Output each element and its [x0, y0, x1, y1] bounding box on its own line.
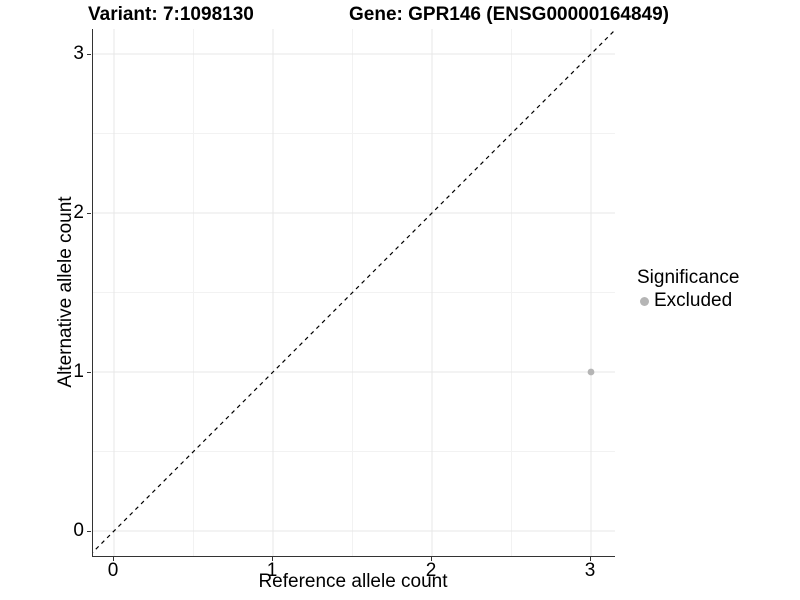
x-tick-label: 0 — [107, 560, 119, 581]
x-axis-title: Reference allele count — [258, 571, 448, 592]
legend-item: Excluded — [637, 290, 739, 312]
identity-line — [93, 29, 615, 553]
x-tick-label: 2 — [425, 560, 437, 581]
x-tick-label: 3 — [584, 560, 596, 581]
x-tick-mark — [431, 557, 432, 561]
y-tick-mark — [87, 54, 91, 55]
y-tick-mark — [87, 213, 91, 214]
legend-items: Excluded — [637, 290, 739, 312]
x-tick-mark — [113, 557, 114, 561]
x-tick-mark — [590, 557, 591, 561]
y-tick-mark — [87, 531, 91, 532]
legend: Significance Excluded — [637, 266, 739, 312]
plot-title-variant: Variant: 7:1098130 — [88, 4, 254, 25]
y-tick-label: 0 — [73, 520, 84, 541]
legend-title: Significance — [637, 267, 740, 288]
legend-key-dot-icon — [640, 296, 649, 306]
y-tick-label: 2 — [73, 202, 84, 223]
y-tick-label: 3 — [73, 43, 84, 64]
y-tick-mark — [87, 372, 91, 373]
data-point — [587, 368, 595, 376]
y-axis-title: Alternative allele count — [55, 196, 76, 388]
plot-area — [93, 29, 615, 556]
plot-panel — [92, 29, 615, 557]
x-tick-mark — [272, 557, 273, 561]
x-tick-label: 1 — [266, 560, 278, 581]
legend-item-label: Excluded — [654, 290, 733, 311]
plot-title-gene: Gene: GPR146 (ENSG00000164849) — [349, 4, 670, 25]
y-tick-label: 1 — [73, 361, 84, 382]
